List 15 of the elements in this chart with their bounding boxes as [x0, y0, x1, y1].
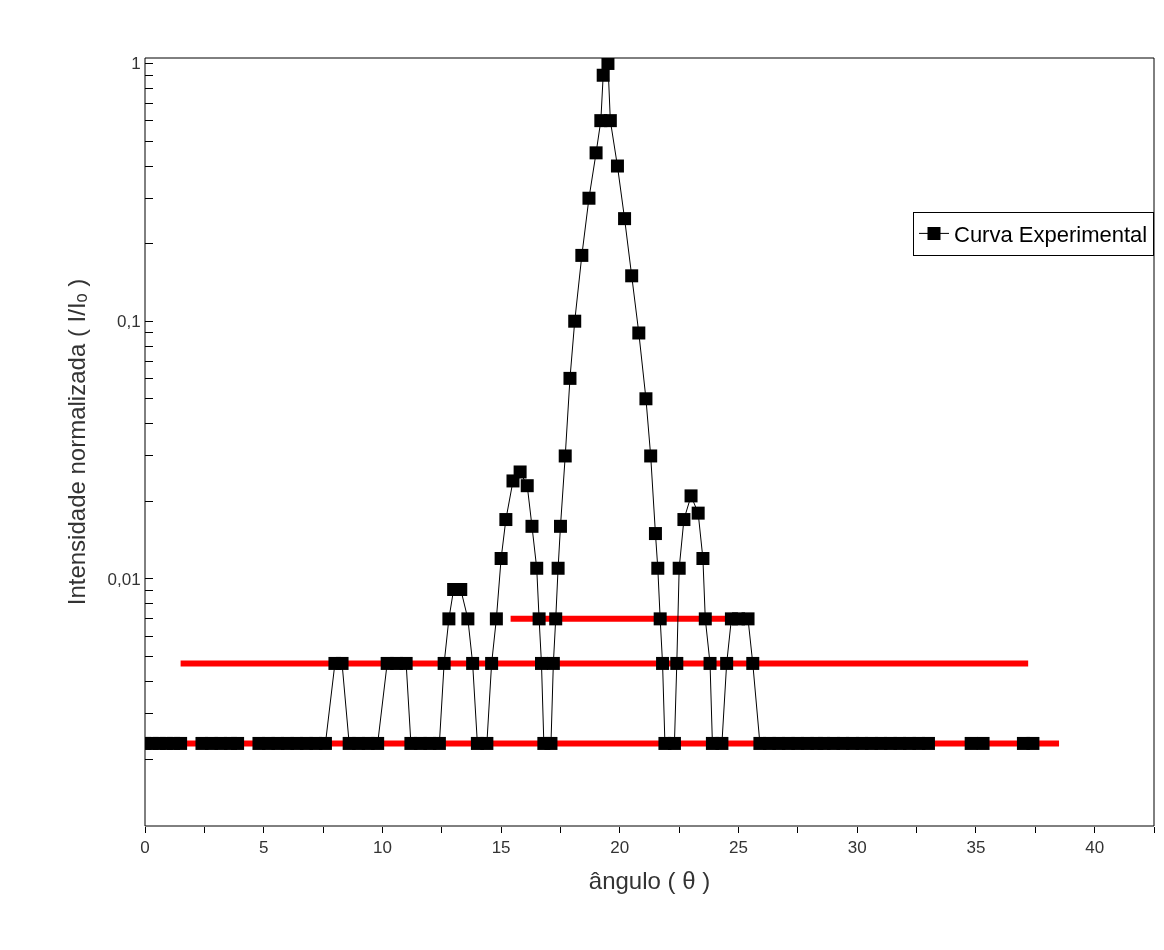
x-tick-label: 0 — [140, 838, 150, 858]
x-tick-label: 5 — [258, 838, 269, 858]
x-tick-label: 15 — [491, 838, 511, 858]
x-tick-label: 30 — [847, 838, 867, 858]
y-tick-label: 0,1 — [116, 312, 141, 332]
x-tick-label: 10 — [372, 838, 392, 858]
y-tick-label: 0,01 — [107, 569, 141, 589]
legend-label: Curva Experimental — [954, 221, 1148, 247]
x-tick-label: 20 — [610, 838, 630, 858]
x-axis-title: ângulo ( θ ) — [588, 866, 711, 894]
y-tick-label: 1 — [131, 54, 141, 74]
y-axis-title: Intensidade normalizada ( I/Iₒ ) — [62, 278, 90, 606]
x-tick-label: 35 — [966, 838, 986, 858]
x-tick-label: 25 — [729, 838, 748, 858]
x-tick-label: 40 — [1085, 838, 1105, 858]
